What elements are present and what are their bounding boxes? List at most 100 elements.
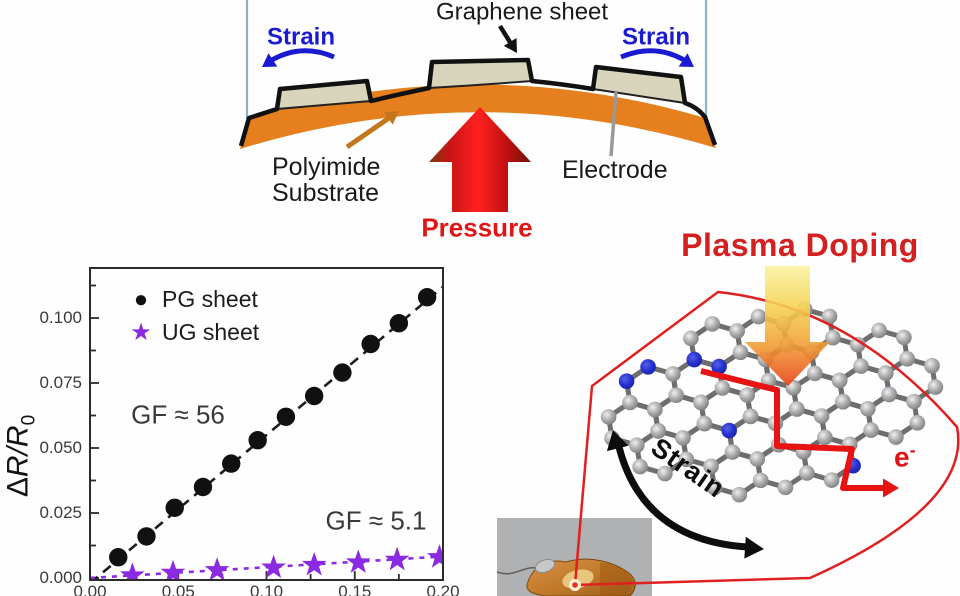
carbon-atom [703, 458, 719, 475]
x-tick-labels: 0.00 0.05 0.10 0.15 0.20 [0, 582, 960, 596]
electrode-block [427, 58, 534, 90]
pressure-arrow [429, 107, 531, 212]
carbon-atom [749, 451, 766, 467]
nitrogen-atom [721, 422, 737, 439]
carbon-atom [752, 472, 769, 489]
plasma-arrow [745, 266, 830, 386]
gf-annotation-pg: GF ≈ 56 [131, 399, 225, 430]
carbon-atom [789, 401, 805, 417]
pressure-label: Pressure [421, 212, 533, 243]
carbon-atom [896, 329, 912, 346]
device-wire [496, 567, 537, 575]
carbon-atom [888, 429, 904, 445]
carbon-atom [853, 358, 869, 374]
carbon-atom [909, 415, 926, 431]
gf-annotation-ug: GF ≈ 5.1 [325, 505, 427, 536]
carbon-atom [706, 479, 723, 496]
carbon-atom [821, 308, 838, 325]
carbon-atom [825, 329, 841, 346]
substrate-label-line2: Substrate [272, 179, 380, 208]
strain-double-arrow [615, 446, 748, 551]
y-tick-label: 0.100 [39, 308, 82, 327]
y-tick-label: 0.025 [39, 503, 82, 522]
carbon-atom [724, 444, 741, 460]
carbon-atom [678, 451, 695, 468]
ug-series-markers [119, 544, 442, 579]
carbon-atom [629, 437, 645, 454]
legend-item-pg: ● PG sheet [126, 286, 258, 313]
strain-right-label: Strain [621, 23, 691, 51]
y-tick-label: 0.075 [39, 373, 82, 392]
chart-plot-area [89, 267, 444, 581]
ug-star-marker-icon: ★ [130, 318, 152, 346]
graphene-sheet-label: Graphene sheet [435, 0, 609, 26]
pg-series-markers [109, 288, 437, 567]
substrate-pointer-arrow [345, 113, 394, 150]
carbon-atom [813, 408, 830, 424]
carbon-atom [750, 308, 767, 325]
nitrogen-atom [711, 358, 727, 375]
x-tick-label: 0.15 [338, 582, 372, 596]
carbon-atom [714, 380, 731, 396]
carbon-atom [729, 323, 745, 339]
carbon-atom [650, 423, 666, 439]
nitrogen-atom [686, 351, 703, 368]
nitrogen-atom [618, 373, 635, 390]
carbon-atom [924, 358, 940, 374]
carbon-atom [732, 344, 749, 361]
strain-arrow-left [265, 48, 335, 66]
carbon-atom [906, 393, 922, 410]
carbon-atom [704, 316, 721, 332]
plasma-doping-diagram [496, 266, 960, 596]
carbon-atom [881, 386, 897, 403]
x-tick-label: 0.05 [161, 582, 195, 596]
carbon-atom [799, 465, 815, 481]
carbon-atom [817, 429, 833, 446]
carbon-atom [647, 401, 663, 418]
carbon-atom [831, 372, 848, 389]
carbon-atom [849, 336, 866, 353]
carbon-atom [863, 422, 879, 438]
y-tick-labels: 0.000 0.025 0.050 0.075 0.100 [0, 0, 120, 596]
electrode-label: Electrode [562, 156, 668, 184]
carbon-atom [823, 472, 840, 488]
electron-path [700, 368, 884, 491]
graphene-sheet-line [238, 57, 718, 147]
carbon-atom [622, 394, 638, 411]
carbon-atom [632, 458, 648, 475]
carbon-atom [871, 322, 887, 339]
carbon-atom [835, 393, 851, 410]
device-clip [534, 558, 556, 574]
legend-label-ug: UG sheet [162, 319, 260, 345]
strain-arrow-right [620, 48, 691, 66]
electron-label-sup: - [909, 440, 916, 460]
carbon-atom [777, 479, 794, 496]
legend-item-ug: ★ UG sheet [126, 319, 259, 346]
carbon-atom [878, 365, 894, 381]
carbon-atom [739, 387, 755, 403]
nitrogen-atom [640, 359, 656, 375]
carbon-atom [807, 365, 823, 382]
x-tick-label: 0.00 [73, 582, 107, 596]
plasma-doping-title: Plasma Doping [681, 227, 919, 264]
carbon-atom [665, 366, 681, 382]
x-tick-label: 0.10 [249, 582, 284, 596]
carbon-atom [899, 351, 915, 367]
callout-anchor-point [572, 582, 578, 588]
sensor-diagram [238, 0, 718, 212]
electrode-pointer-line [609, 91, 618, 157]
legend-label-pg: PG sheet [162, 286, 258, 312]
substrate-label-line1: Polyimide [272, 153, 381, 181]
carbon-atom [742, 408, 759, 425]
electron-label: e- [894, 441, 916, 472]
strain-chart [89, 267, 444, 581]
carbon-atom [927, 379, 944, 395]
carbon-atom [860, 401, 876, 417]
pg-circle-marker-icon: ● [133, 285, 149, 313]
carbon-atom [668, 387, 684, 404]
strain-left-label: Strain [266, 23, 336, 51]
substrate-label: Polyimide Substrate [272, 154, 380, 207]
carbon-atom [600, 409, 617, 425]
